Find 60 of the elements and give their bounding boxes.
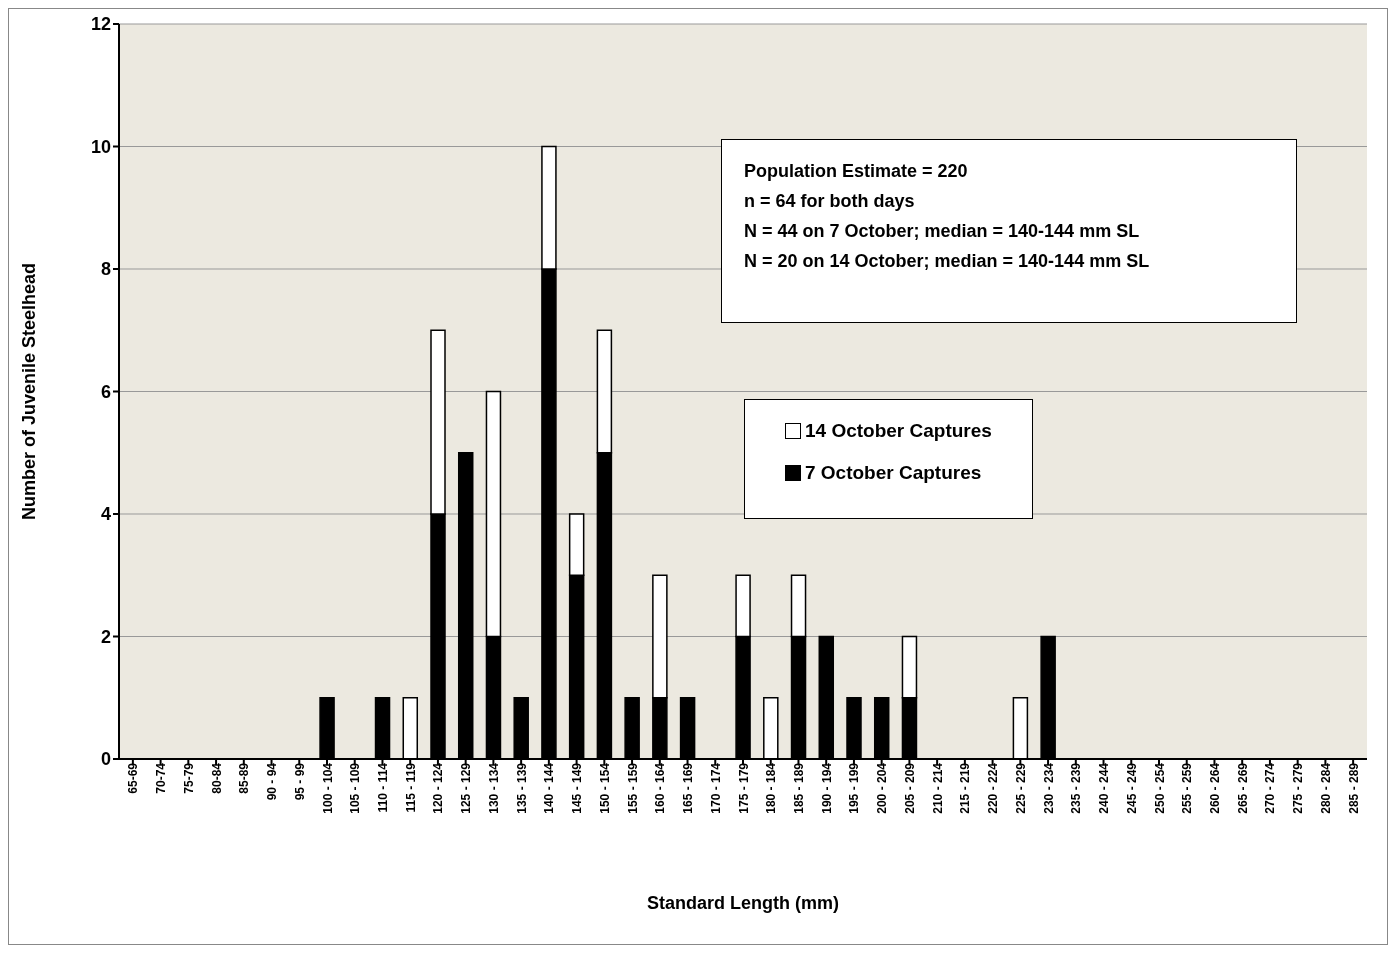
x-tick-label: 235 - 239 — [1069, 762, 1084, 814]
annotation: N = 44 on 7 October; median = 140-144 mm SL — [744, 220, 1141, 243]
x-tick-label: 150 - 154 — [597, 762, 612, 814]
x-tick-label: 70-74 — [154, 762, 169, 794]
x-tick-label: 210 - 214 — [930, 762, 945, 814]
x-tick-label: 85-89 — [237, 762, 252, 794]
y-tick-label: 12 — [90, 14, 111, 35]
legend-label: 14 October Captures — [805, 420, 992, 442]
x-tick-label: 280 - 284 — [1318, 762, 1333, 814]
x-tick-label: 225 - 229 — [1013, 762, 1028, 814]
y-tick-label: 4 — [100, 504, 111, 525]
x-tick-label: 145 - 149 — [570, 762, 585, 814]
annotation: N = 20 on 14 October; median = 140-144 mm SL — [744, 250, 1151, 273]
x-tick-label: 185 - 189 — [791, 762, 806, 814]
x-tick-label: 75-79 — [181, 762, 196, 794]
x-tick-label: 95 - 99 — [292, 762, 307, 801]
x-tick-label: 230 - 234 — [1041, 762, 1056, 814]
x-tick-label: 255 - 259 — [1180, 762, 1195, 814]
x-tick-label: 90 - 94 — [265, 762, 280, 801]
x-tick-label: 100 - 104 — [320, 762, 335, 814]
x-tick-label: 220 - 224 — [986, 762, 1001, 814]
legend-label: 7 October Captures — [805, 462, 982, 484]
annotation: Population Estimate = 220 — [744, 160, 969, 183]
x-tick-label: 115 - 119 — [403, 762, 418, 813]
x-tick-label: 260 - 264 — [1207, 762, 1222, 814]
y-tick-label: 8 — [100, 259, 111, 280]
x-tick-label: 265 - 269 — [1235, 762, 1250, 814]
x-tick-label: 110 - 114 — [375, 762, 390, 813]
x-tick-label: 275 - 279 — [1291, 762, 1306, 814]
x-axis-title: Standard Length (mm) — [647, 893, 839, 913]
x-tick-label: 130 - 134 — [486, 762, 501, 814]
x-tick-label: 175 - 179 — [736, 762, 751, 814]
x-tick-label: 80-84 — [209, 762, 224, 794]
x-tick-label: 120 - 124 — [431, 762, 446, 814]
x-tick-label: 65-69 — [126, 762, 141, 794]
x-tick-label: 250 - 254 — [1152, 762, 1167, 814]
y-tick-label: 6 — [100, 381, 111, 402]
x-tick-label: 205 - 209 — [902, 762, 917, 814]
x-tick-label: 285 - 289 — [1346, 762, 1361, 814]
x-tick-label: 170 - 174 — [708, 762, 723, 814]
x-tick-label: 180 - 184 — [764, 762, 779, 814]
x-tick-label: 105 - 109 — [348, 762, 363, 814]
x-tick-label: 240 - 244 — [1097, 762, 1112, 814]
x-tick-label: 165 - 169 — [681, 762, 696, 814]
x-tick-label: 125 - 129 — [459, 762, 474, 814]
x-tick-label: 155 - 159 — [625, 762, 640, 814]
y-axis-title: Number of Juvenile Steelhead — [19, 262, 40, 521]
y-tick-label: 2 — [100, 626, 111, 647]
x-tick-label: 215 - 219 — [958, 762, 973, 814]
y-tick-label: 10 — [90, 136, 111, 157]
x-tick-label: 135 - 139 — [514, 762, 529, 814]
annotation: n = 64 for both days — [744, 190, 916, 213]
x-tick-label: 200 - 204 — [875, 762, 890, 814]
x-tick-label: 160 - 164 — [653, 762, 668, 814]
x-tick-label: 190 - 194 — [819, 762, 834, 814]
x-tick-label: 245 - 249 — [1124, 762, 1139, 814]
y-tick-label: 0 — [100, 749, 111, 770]
x-tick-label: 195 - 199 — [847, 762, 862, 814]
x-tick-label: 140 - 144 — [542, 762, 557, 814]
x-tick-label: 270 - 274 — [1263, 762, 1278, 814]
